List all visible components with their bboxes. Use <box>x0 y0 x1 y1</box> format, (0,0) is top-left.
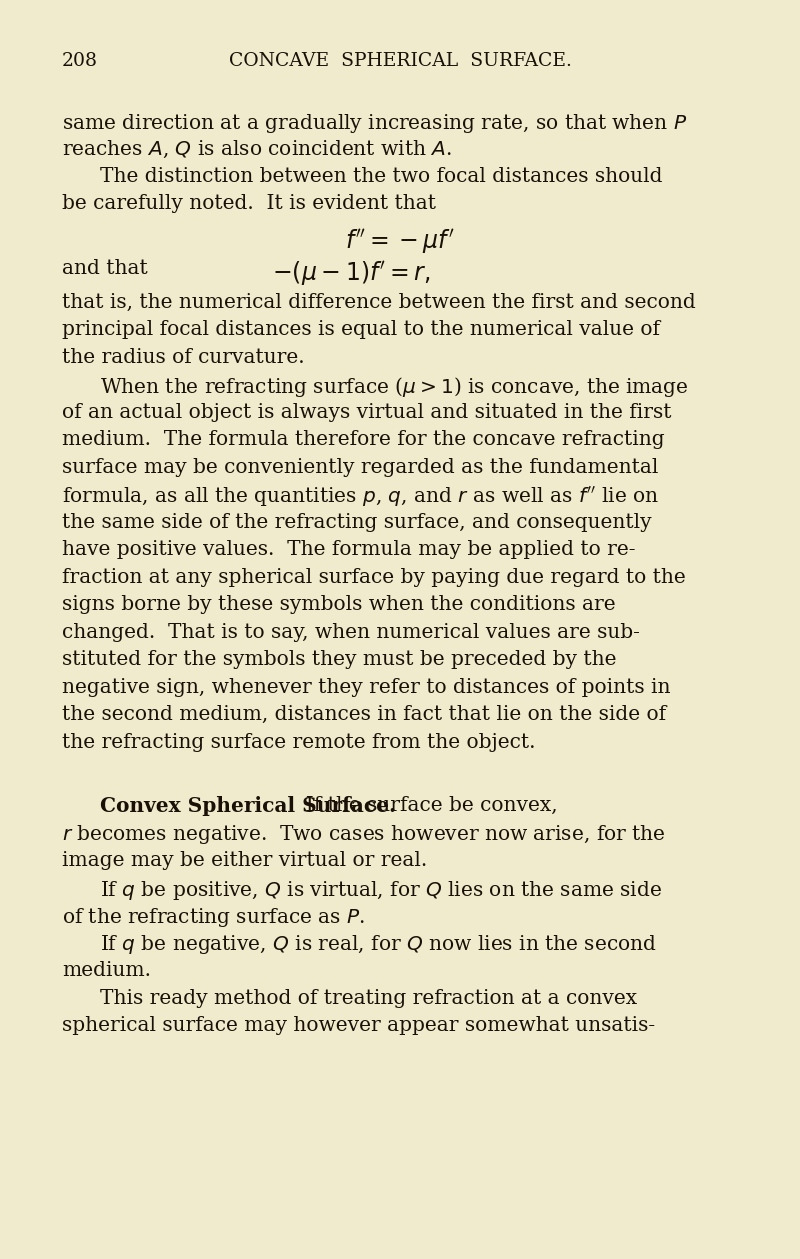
Text: stituted for the symbols they must be preceded by the: stituted for the symbols they must be pr… <box>62 650 617 670</box>
Text: $-(\mu - 1)f' = r,$: $-(\mu - 1)f' = r,$ <box>272 259 430 288</box>
Text: have positive values.  The formula may be applied to re-: have positive values. The formula may be… <box>62 540 635 559</box>
Text: CONCAVE  SPHERICAL  SURFACE.: CONCAVE SPHERICAL SURFACE. <box>229 52 571 71</box>
Text: changed.  That is to say, when numerical values are sub-: changed. That is to say, when numerical … <box>62 623 640 642</box>
Text: surface may be conveniently regarded as the fundamental: surface may be conveniently regarded as … <box>62 458 658 477</box>
Text: formula, as all the quantities $p$, $q$, and $r$ as well as $f''$ lie on: formula, as all the quantities $p$, $q$,… <box>62 485 659 510</box>
Text: The distinction between the two focal distances should: The distinction between the two focal di… <box>100 166 662 186</box>
Text: medium.  The formula therefore for the concave refracting: medium. The formula therefore for the co… <box>62 431 665 449</box>
Text: the refracting surface remote from the object.: the refracting surface remote from the o… <box>62 733 535 752</box>
Text: same direction at a gradually increasing rate, so that when $P$: same direction at a gradually increasing… <box>62 112 687 135</box>
Text: This ready method of treating refraction at a convex: This ready method of treating refraction… <box>100 988 637 1007</box>
Text: the radius of curvature.: the radius of curvature. <box>62 347 305 366</box>
Text: $f'' = -\mu f'$: $f'' = -\mu f'$ <box>346 228 454 257</box>
Text: of an actual object is always virtual and situated in the first: of an actual object is always virtual an… <box>62 403 671 422</box>
Text: image may be either virtual or real.: image may be either virtual or real. <box>62 851 427 870</box>
Text: fraction at any spherical surface by paying due regard to the: fraction at any spherical surface by pay… <box>62 568 686 587</box>
Text: 208: 208 <box>62 52 98 71</box>
Text: If $q$ be negative, $Q$ is real, for $Q$ now lies in the second: If $q$ be negative, $Q$ is real, for $Q$… <box>100 933 657 957</box>
Text: $r$ becomes negative.  Two cases however now arise, for the: $r$ becomes negative. Two cases however … <box>62 823 666 846</box>
Text: If $q$ be positive, $Q$ is virtual, for $Q$ lies on the same side: If $q$ be positive, $Q$ is virtual, for … <box>100 879 662 901</box>
Text: medium.: medium. <box>62 961 151 980</box>
Text: If the surface be convex,: If the surface be convex, <box>293 796 558 815</box>
Text: of the refracting surface as $P$.: of the refracting surface as $P$. <box>62 906 366 929</box>
Text: that is, the numerical difference between the first and second: that is, the numerical difference betwee… <box>62 293 696 312</box>
Text: Convex Spherical Surface.: Convex Spherical Surface. <box>100 796 396 816</box>
Text: be carefully noted.  It is evident that: be carefully noted. It is evident that <box>62 194 436 213</box>
Text: and that: and that <box>62 259 148 278</box>
Text: spherical surface may however appear somewhat unsatis-: spherical surface may however appear som… <box>62 1016 655 1035</box>
Text: signs borne by these symbols when the conditions are: signs borne by these symbols when the co… <box>62 596 616 614</box>
Text: negative sign, whenever they refer to distances of points in: negative sign, whenever they refer to di… <box>62 677 670 696</box>
Text: the same side of the refracting surface, and consequently: the same side of the refracting surface,… <box>62 512 652 531</box>
Text: principal focal distances is equal to the numerical value of: principal focal distances is equal to th… <box>62 320 660 339</box>
Text: reaches $A$, $Q$ is also coincident with $A$.: reaches $A$, $Q$ is also coincident with… <box>62 140 452 160</box>
Text: the second medium, distances in fact that lie on the side of: the second medium, distances in fact tha… <box>62 705 666 724</box>
Text: When the refracting surface ($\mu > 1$) is concave, the image: When the refracting surface ($\mu > 1$) … <box>100 375 689 399</box>
